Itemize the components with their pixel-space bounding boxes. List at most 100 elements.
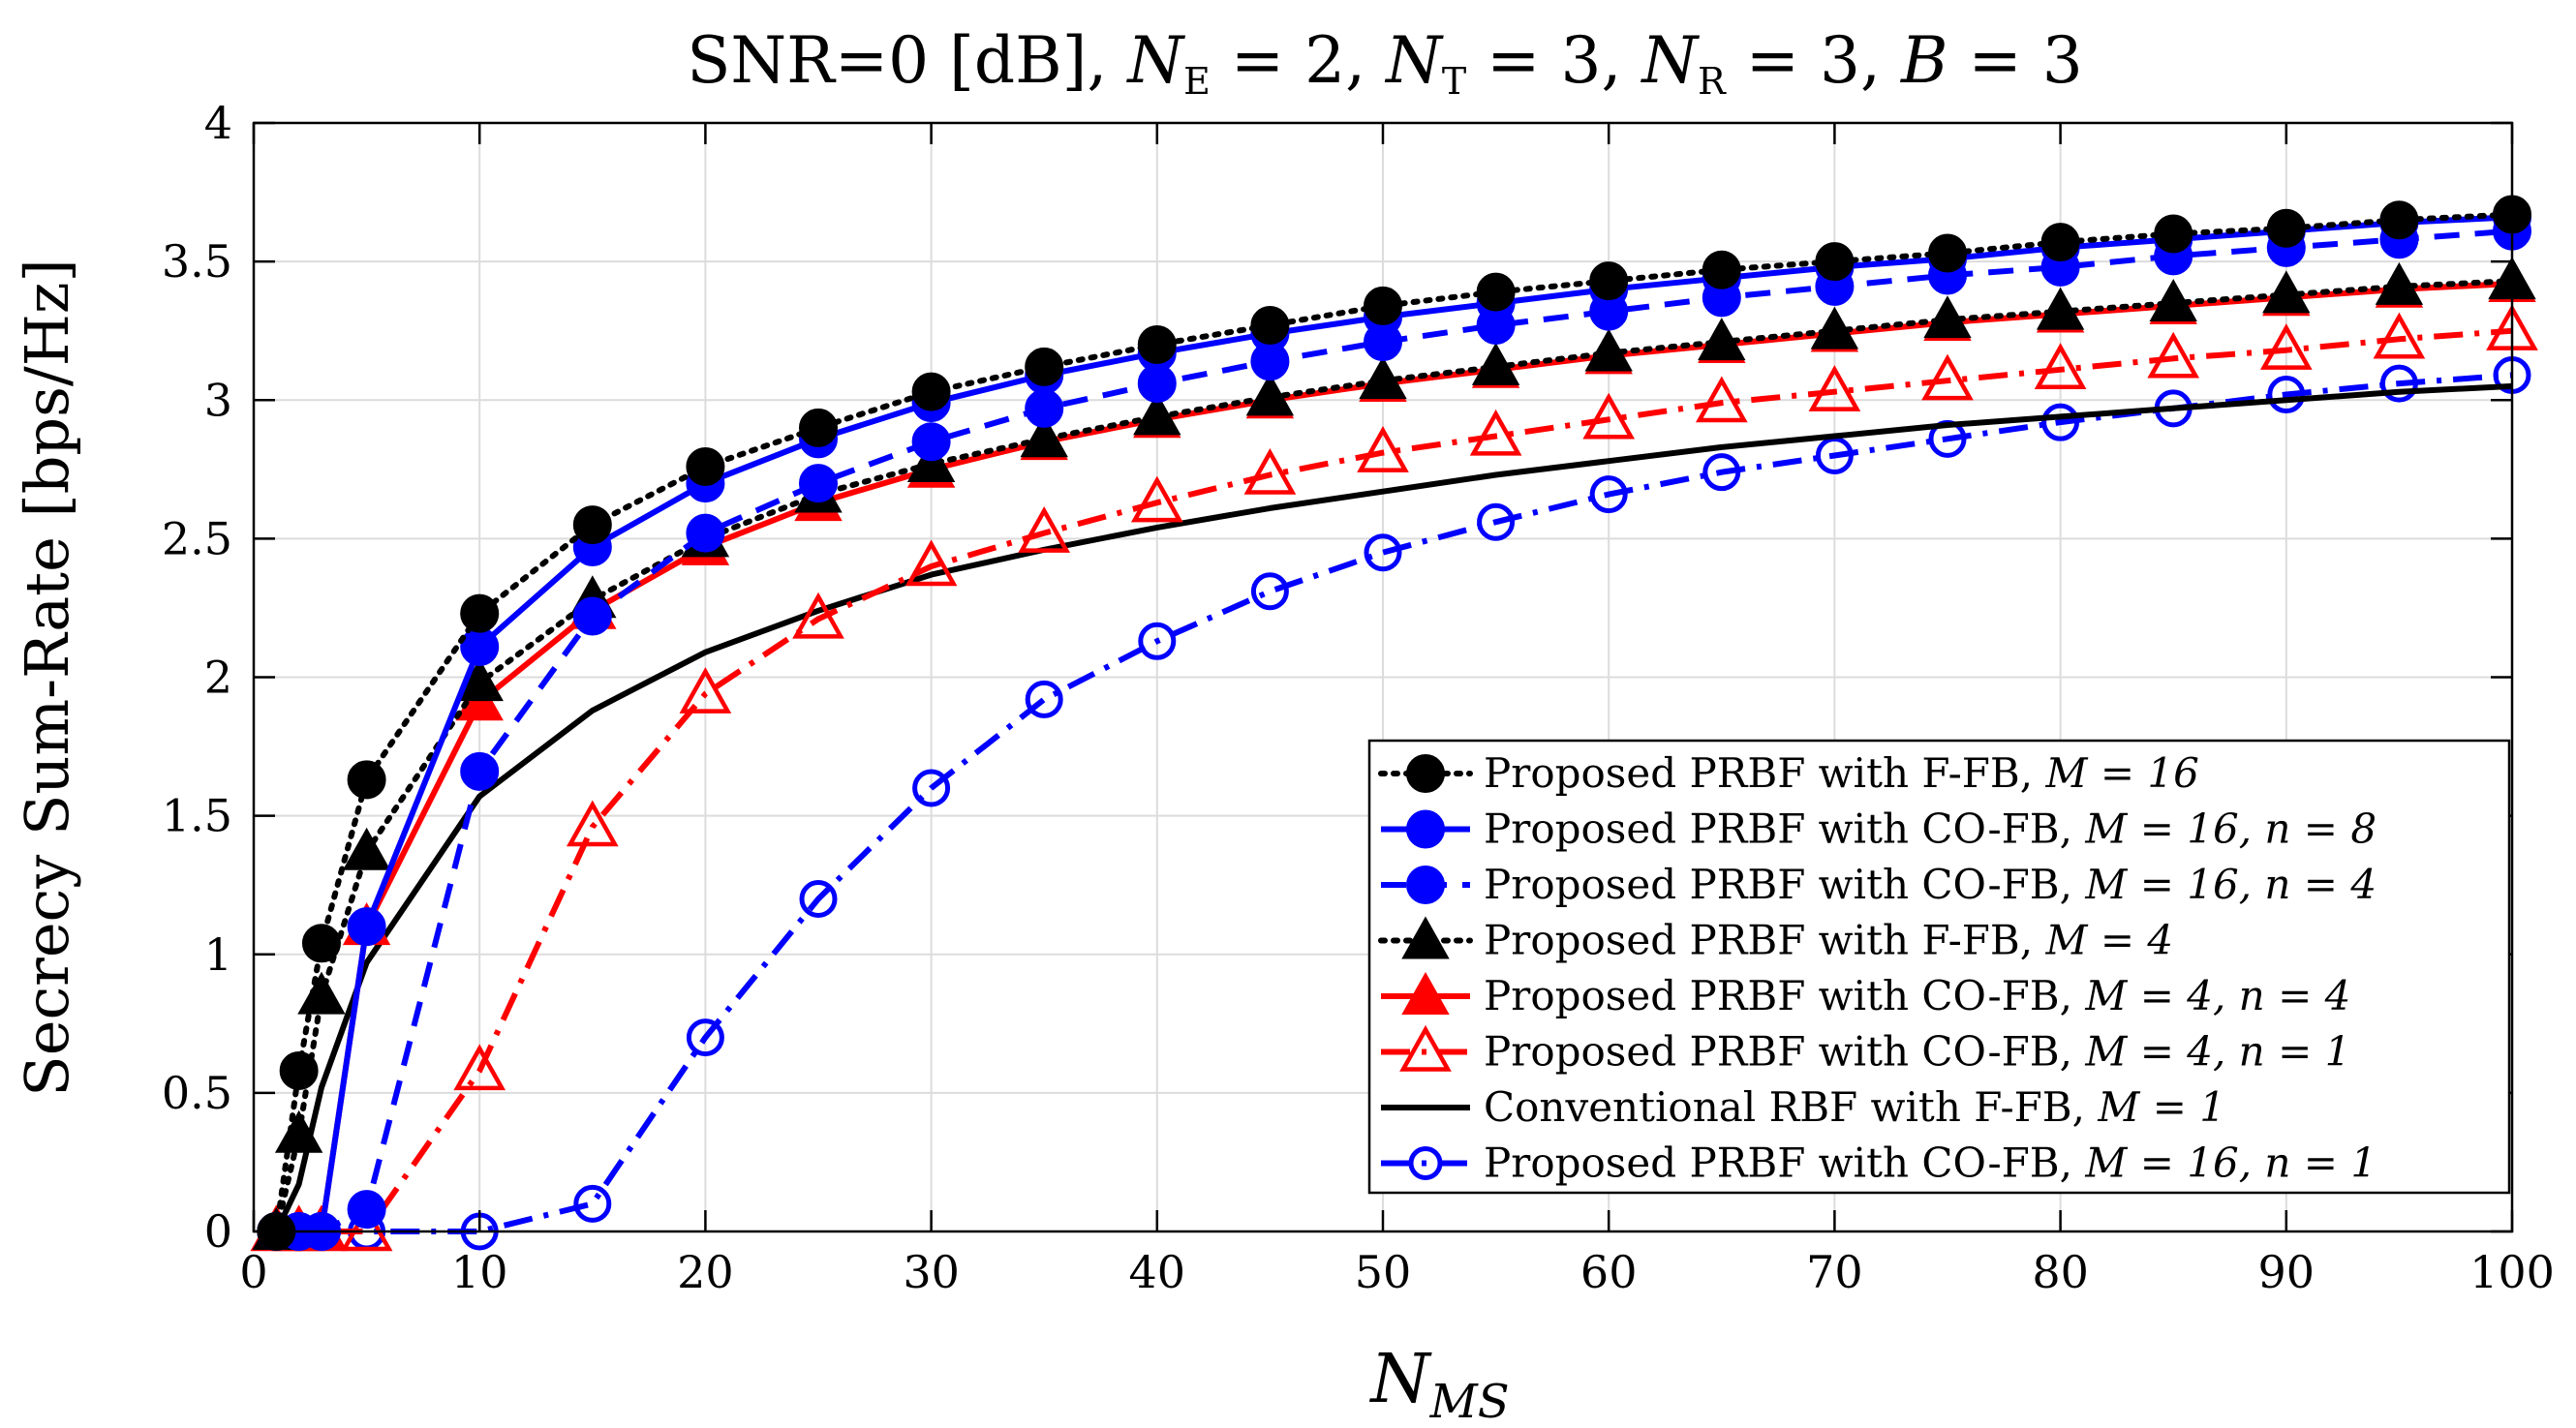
x-tick-label: 90 xyxy=(2258,1246,2315,1298)
legend-marker xyxy=(1399,1024,1452,1072)
data-point xyxy=(1357,426,1409,472)
legend-label: Conventional RBF with F-FB, M = 1 xyxy=(1484,1083,2225,1131)
x-tick-label: 30 xyxy=(903,1246,960,1298)
x-tick-label: 0 xyxy=(239,1246,267,1298)
data-point xyxy=(1243,447,1297,495)
y-tick-label: 1.5 xyxy=(162,790,232,842)
legend-item: Proposed PRBF with CO-FB, M = 16, n = 8 xyxy=(1381,805,2377,853)
title-nr-symbol: N xyxy=(1640,23,1700,98)
y-axis-label: Secrecy Sum-Rate [bps/Hz] xyxy=(12,258,82,1096)
data-point xyxy=(342,827,391,870)
title-ne-sub: E xyxy=(1183,60,1211,103)
data-point xyxy=(1137,325,1177,364)
data-point xyxy=(1364,286,1402,325)
data-point xyxy=(2373,312,2426,359)
y-tick-label: 0 xyxy=(204,1205,232,1258)
title-ne-value: = 2, xyxy=(1211,23,1386,98)
data-point xyxy=(2154,214,2193,254)
data-point xyxy=(1589,261,1629,301)
data-point xyxy=(2036,287,2085,330)
data-point xyxy=(911,372,951,411)
y-tick-label: 3.5 xyxy=(162,235,232,288)
data-point xyxy=(279,1050,319,1090)
data-point xyxy=(1810,306,1859,349)
data-point xyxy=(906,440,956,483)
data-point xyxy=(2375,261,2424,305)
xlabel-symbol: N xyxy=(1368,1339,1432,1418)
x-tick-label: 100 xyxy=(2469,1246,2555,1298)
data-point xyxy=(2034,343,2087,389)
data-point xyxy=(1808,365,1861,411)
legend-marker xyxy=(1401,971,1450,1015)
x-axis: 0 10 20 30 40 50 60 70 80 90 100 xyxy=(239,123,2555,1298)
title-b-symbol: B xyxy=(1900,23,1948,98)
data-point xyxy=(1018,506,1071,553)
y-tick-label: 2 xyxy=(204,652,232,704)
x-tick-label: 40 xyxy=(1129,1246,1186,1298)
legend-label: Proposed PRBF with CO-FB, M = 4, n = 1 xyxy=(1484,1028,2350,1076)
legend-label: Proposed PRBF with CO-FB, M = 4, n = 4 xyxy=(1484,972,2350,1019)
legend-marker xyxy=(1401,916,1450,959)
x-tick-label: 20 xyxy=(677,1246,734,1298)
data-point xyxy=(1138,622,1177,660)
x-tick-label: 80 xyxy=(2032,1246,2089,1298)
legend-item: Proposed PRBF with F-FB, M = 4 xyxy=(1378,916,2173,964)
legend-marker xyxy=(1406,866,1445,904)
x-tick-label: 10 xyxy=(451,1246,508,1298)
data-point xyxy=(1582,392,1636,440)
data-point xyxy=(572,505,612,545)
data-point xyxy=(686,1018,724,1057)
title-ne-symbol: N xyxy=(1125,23,1185,98)
data-point xyxy=(1250,305,1290,345)
legend-item: Proposed PRBF with CO-FB, M = 16, n = 4 xyxy=(1381,861,2377,908)
data-point xyxy=(566,800,619,847)
legend-label: Proposed PRBF with F-FB, M = 16 xyxy=(1484,749,2199,797)
data-point xyxy=(1476,272,1516,312)
title-b-value: = 3 xyxy=(1948,23,2083,98)
data-point xyxy=(460,751,500,791)
legend-marker xyxy=(1406,754,1445,793)
legend-label: Proposed PRBF with CO-FB, M = 16, n = 8 xyxy=(1484,805,2377,853)
legend: Proposed PRBF with F-FB, M = 16 Proposed … xyxy=(1367,739,2511,1195)
data-point xyxy=(1130,475,1183,523)
title-nt-value: = 3, xyxy=(1466,23,1641,98)
data-point xyxy=(2266,208,2306,248)
data-point xyxy=(347,760,386,800)
legend-label: Proposed PRBF with CO-FB, M = 16, n = 4 xyxy=(1484,861,2377,908)
data-point xyxy=(1815,242,1855,282)
data-point xyxy=(912,769,951,807)
data-point xyxy=(799,464,838,503)
data-point xyxy=(1359,356,1407,400)
series-line xyxy=(273,382,2513,1233)
y-tick-label: 4 xyxy=(204,97,232,149)
legend-item: Proposed PRBF with CO-FB, M = 4, n = 1 xyxy=(1381,1024,2350,1076)
data-point xyxy=(460,593,500,633)
data-point xyxy=(1698,318,1746,361)
data-point xyxy=(1921,353,1974,401)
legend-marker xyxy=(1408,1146,1443,1180)
data-point xyxy=(1695,376,1748,423)
x-tick-label: 70 xyxy=(1806,1246,1863,1298)
data-point xyxy=(1133,392,1181,436)
xlabel-sub: MS xyxy=(1429,1375,1510,1428)
series-1 xyxy=(257,195,2531,1251)
legend-box xyxy=(1367,739,2511,1195)
data-point xyxy=(460,627,500,667)
data-point xyxy=(1584,328,1633,372)
data-point xyxy=(1025,347,1064,386)
y-tick-label: 2.5 xyxy=(162,512,232,564)
title-prefix: SNR=0 [dB], xyxy=(687,23,1127,98)
data-point xyxy=(1364,533,1402,572)
data-point xyxy=(1020,414,1068,458)
data-point xyxy=(2379,200,2419,240)
legend-item: Proposed PRBF with F-FB, M = 16 xyxy=(1378,749,2199,797)
data-point xyxy=(1469,409,1522,456)
y-tick-label: 3 xyxy=(204,374,232,426)
title-nt-sub: T xyxy=(1442,60,1466,103)
data-point xyxy=(2262,270,2311,314)
data-point xyxy=(1471,342,1520,385)
data-point xyxy=(347,907,386,947)
data-point xyxy=(347,1190,386,1230)
data-point xyxy=(1025,388,1064,428)
legend-item: Proposed PRBF with CO-FB, M = 16, n = 1 xyxy=(1381,1139,2377,1187)
